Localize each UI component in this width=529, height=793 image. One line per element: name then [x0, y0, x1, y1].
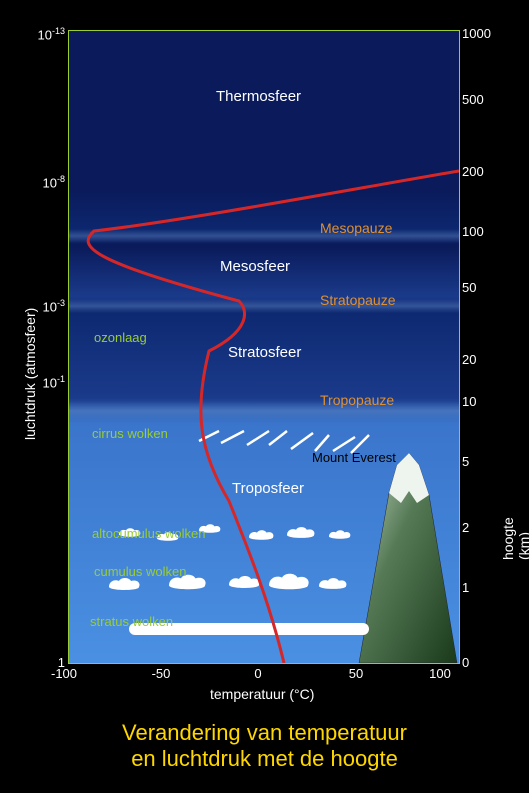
chart-title-line1: Verandering van temperatuur	[0, 720, 529, 746]
bottom-tick: 50	[336, 666, 376, 681]
bottom-tick: 100	[420, 666, 460, 681]
right-tick: 1	[462, 580, 512, 595]
feature-label: cirrus wolken	[92, 426, 168, 441]
right-tick: 10	[462, 394, 512, 409]
bottom-tick: -100	[44, 666, 84, 681]
right-tick: 100	[462, 224, 512, 239]
feature-label: cumulus wolken	[94, 564, 187, 579]
y-axis-right-label: hoogte (km)	[500, 517, 529, 560]
pause-label: Stratopauze	[320, 292, 396, 308]
layer-label: Mesosfeer	[220, 258, 290, 275]
y-axis-left-label: luchtdruk (atmosfeer)	[22, 308, 38, 440]
right-tick: 200	[462, 164, 512, 179]
right-tick: 1000	[462, 26, 512, 41]
chart-title-line2: en luchtdruk met de hoogte	[0, 746, 529, 772]
feature-label: ozonlaag	[94, 330, 147, 345]
feature-label: stratus wolken	[90, 614, 173, 629]
right-tick: 20	[462, 352, 512, 367]
mount-everest-label: Mount Everest	[312, 450, 396, 465]
right-tick: 5	[462, 454, 512, 469]
x-axis-label: temperatuur (°C)	[210, 686, 314, 702]
right-tick: 0	[462, 655, 512, 670]
left-tick: 10-8	[5, 174, 65, 190]
feature-label: altocumulus wolken	[92, 526, 205, 541]
pause-label: Mesopauze	[320, 220, 392, 236]
right-tick: 50	[462, 280, 512, 295]
bottom-tick: 0	[238, 666, 278, 681]
bottom-tick: -50	[141, 666, 181, 681]
right-tick: 500	[462, 92, 512, 107]
layer-label: Troposfeer	[232, 480, 304, 497]
layer-label: Stratosfeer	[228, 344, 301, 361]
pause-label: Tropopauze	[320, 392, 394, 408]
left-tick: 10-13	[5, 26, 65, 42]
mountain	[359, 453, 457, 663]
layer-label: Thermosfeer	[216, 88, 301, 105]
